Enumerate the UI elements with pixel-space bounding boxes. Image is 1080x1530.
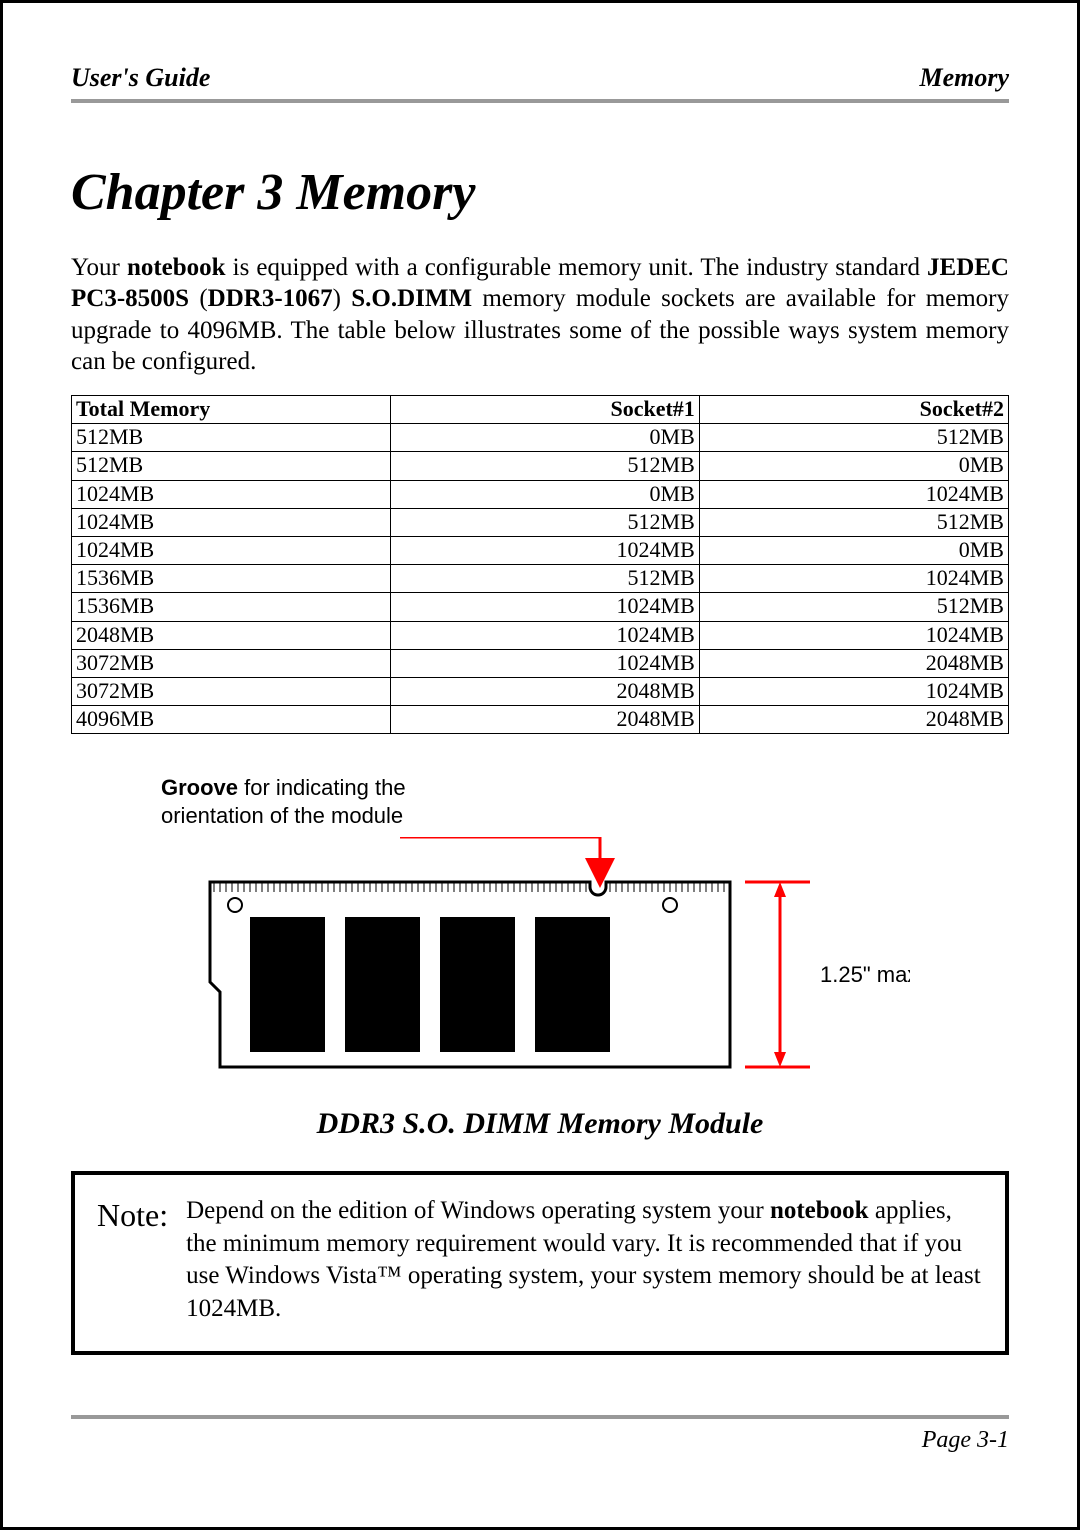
note-label: Note: [97,1195,168,1234]
table-row: 1024MB1024MB0MB [72,536,1009,564]
page-number: Page 3-1 [71,1427,1009,1454]
height-label: 1.25" max [820,962,910,987]
table-row: 3072MB1024MB2048MB [72,649,1009,677]
table-row: 1536MB512MB1024MB [72,565,1009,593]
table-header-row: Total Memory Socket#1 Socket#2 [72,396,1009,424]
module-diagram: Groove for indicating the orientation of… [71,774,1009,1141]
col-socket-2: Socket#2 [699,396,1008,424]
groove-caption: Groove for indicating the orientation of… [161,774,1009,829]
page: User's Guide Memory Chapter 3 Memory You… [0,0,1080,1530]
table-row: 3072MB2048MB1024MB [72,677,1009,705]
figure-title: DDR3 S.O. DIMM Memory Module [71,1107,1009,1141]
table-row: 1024MB512MB512MB [72,508,1009,536]
header-right: Memory [919,63,1009,93]
chapter-title: Chapter 3 Memory [71,163,1009,222]
col-socket-1: Socket#1 [390,396,699,424]
header-left: User's Guide [71,63,210,93]
sodimm-svg: 1.25" max [170,837,910,1097]
table-row: 512MB0MB512MB [72,424,1009,452]
intro-paragraph: Your notebook is equipped with a configu… [71,252,1009,377]
table-row: 512MB512MB0MB [72,452,1009,480]
note-text: Depend on the edition of Windows operati… [186,1195,983,1325]
memory-table: Total Memory Socket#1 Socket#2 512MB0MB5… [71,395,1009,734]
page-header: User's Guide Memory [71,63,1009,93]
note-box: Note: Depend on the edition of Windows o… [71,1171,1009,1355]
table-row: 1024MB0MB1024MB [72,480,1009,508]
footer-rule [71,1415,1009,1419]
table-row: 2048MB1024MB1024MB [72,621,1009,649]
col-total-memory: Total Memory [72,396,391,424]
table-row: 1536MB1024MB512MB [72,593,1009,621]
table-row: 4096MB2048MB2048MB [72,706,1009,734]
header-rule [71,99,1009,103]
